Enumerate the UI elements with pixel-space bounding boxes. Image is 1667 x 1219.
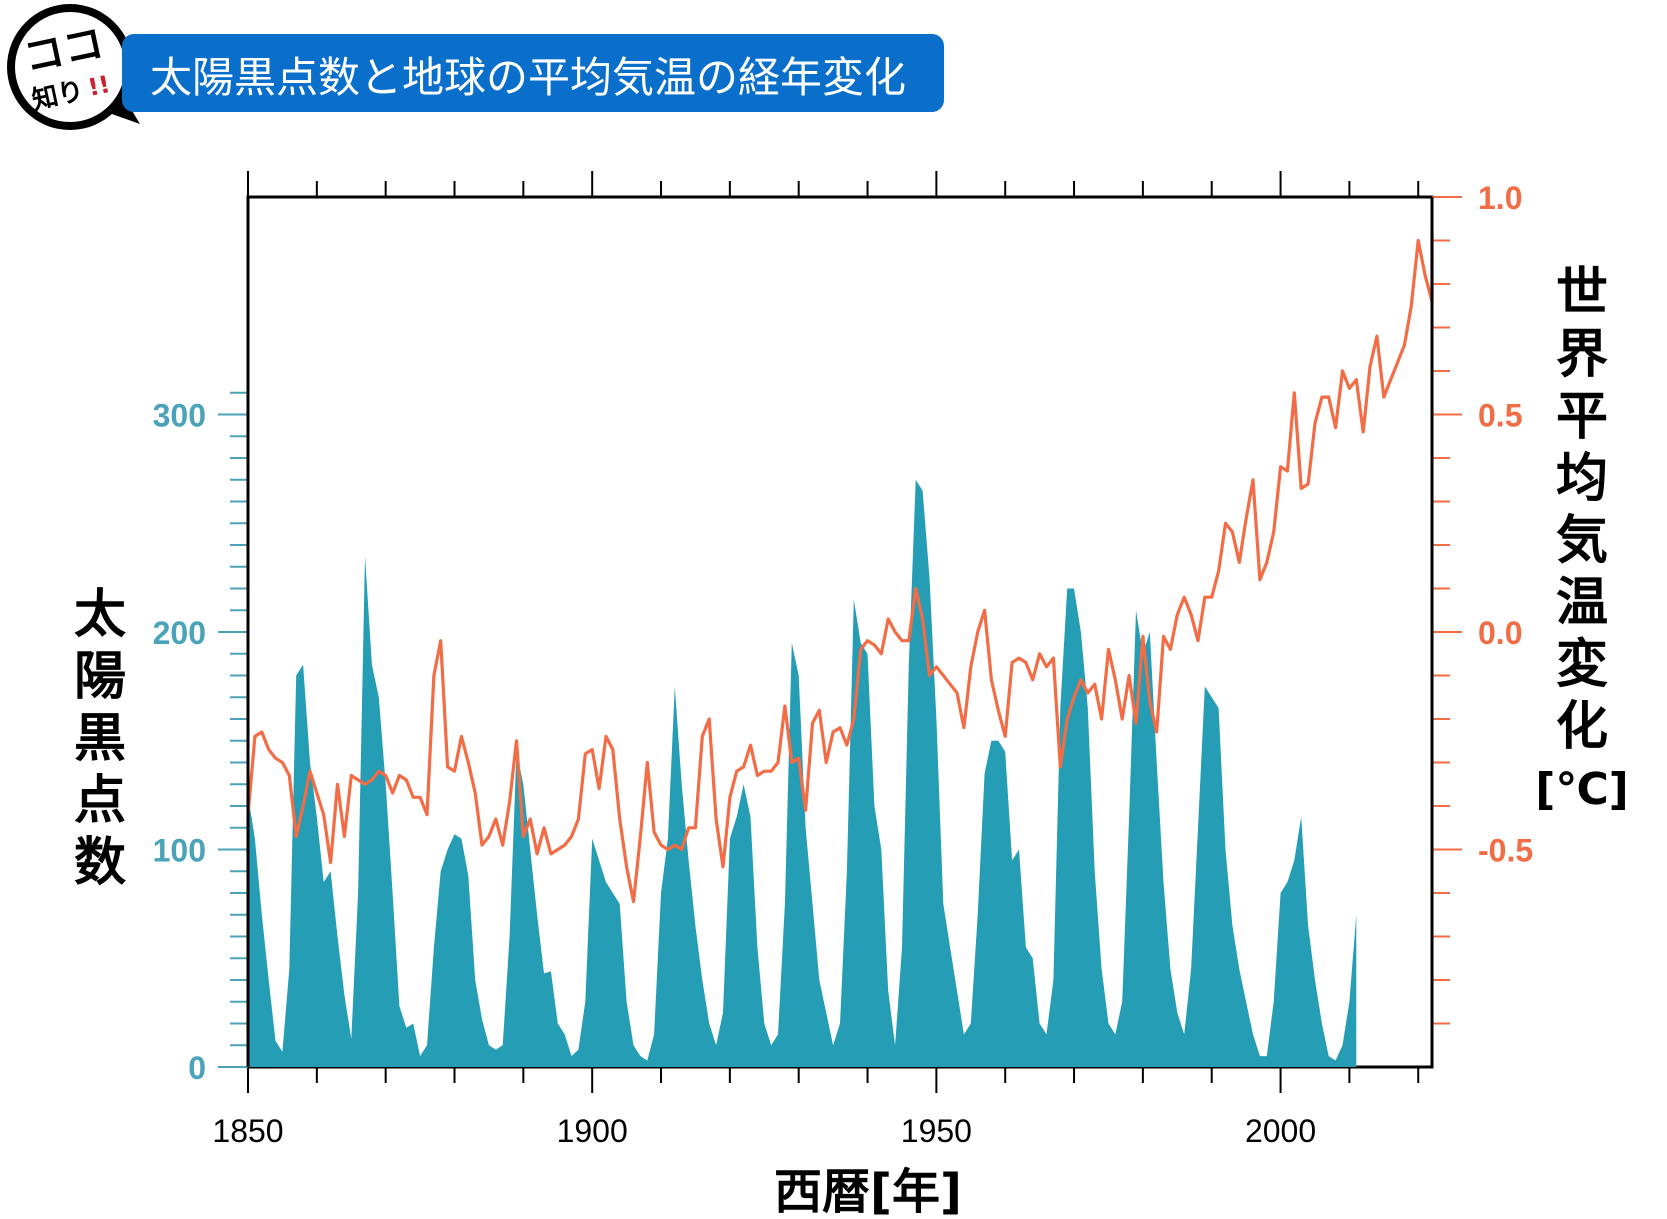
right-axis-title-char: 変: [1556, 635, 1608, 695]
header-badge: ココ 知り !!: [7, 4, 140, 130]
right-axis-title-char: 平: [1556, 387, 1608, 447]
x-axis-title: 西暦[年]: [774, 1164, 962, 1219]
right-axis-ticks: -0.5 0.0 0.5 1.0: [1430, 180, 1533, 1067]
left-tick-label: 300: [153, 398, 206, 434]
right-axis-title-char: 界: [1556, 325, 1608, 385]
x-tick-label: 1850: [212, 1113, 283, 1149]
right-tick-label: 0.5: [1478, 398, 1522, 434]
left-axis-title-char: 陽: [74, 647, 126, 707]
left-axis-title-char: 太: [74, 585, 126, 645]
title-bar-bg: [122, 34, 944, 112]
right-axis-title-char: 気: [1556, 511, 1608, 571]
x-tick-label: 2000: [1245, 1113, 1316, 1149]
left-tick-label: 100: [153, 833, 206, 869]
left-axis-title-char: 点: [74, 771, 126, 831]
left-axis-title-char: 黒: [74, 709, 126, 769]
left-axis-ticks: 0 100 200 300: [153, 391, 248, 1086]
temperature-line-series: [246, 230, 1434, 904]
temperature-line-layer: [246, 230, 1434, 904]
right-axis-title-char: 均: [1556, 449, 1608, 509]
left-tick-label: 0: [188, 1050, 206, 1086]
left-tick-label: 200: [153, 615, 206, 651]
x-tick-label: 1900: [557, 1113, 628, 1149]
right-axis-title-char: 化: [1556, 697, 1608, 757]
right-axis-unit: [℃]: [1535, 764, 1629, 815]
title-bar: 太陽黒点数と地球の平均気温の経年変化: [122, 34, 944, 112]
plot-frame: [246, 195, 1434, 1069]
right-tick-label: 0.0: [1478, 615, 1522, 651]
left-axis-title-char: 数: [74, 833, 126, 893]
x-axis-ticks: 1850 1900 1950 2000: [212, 171, 1420, 1149]
right-axis-title-char: 温: [1556, 573, 1608, 633]
left-axis-title: 太陽黒点数: [74, 585, 126, 893]
right-tick-label: 1.0: [1478, 180, 1522, 216]
badge-inner-circle: [15, 12, 125, 122]
x-tick-label: 1950: [901, 1113, 972, 1149]
right-tick-label: -0.5: [1478, 833, 1533, 869]
chart-title: 太陽黒点数と地球の平均気温の経年変化: [150, 53, 906, 102]
right-axis-title-char: 世: [1556, 263, 1608, 323]
